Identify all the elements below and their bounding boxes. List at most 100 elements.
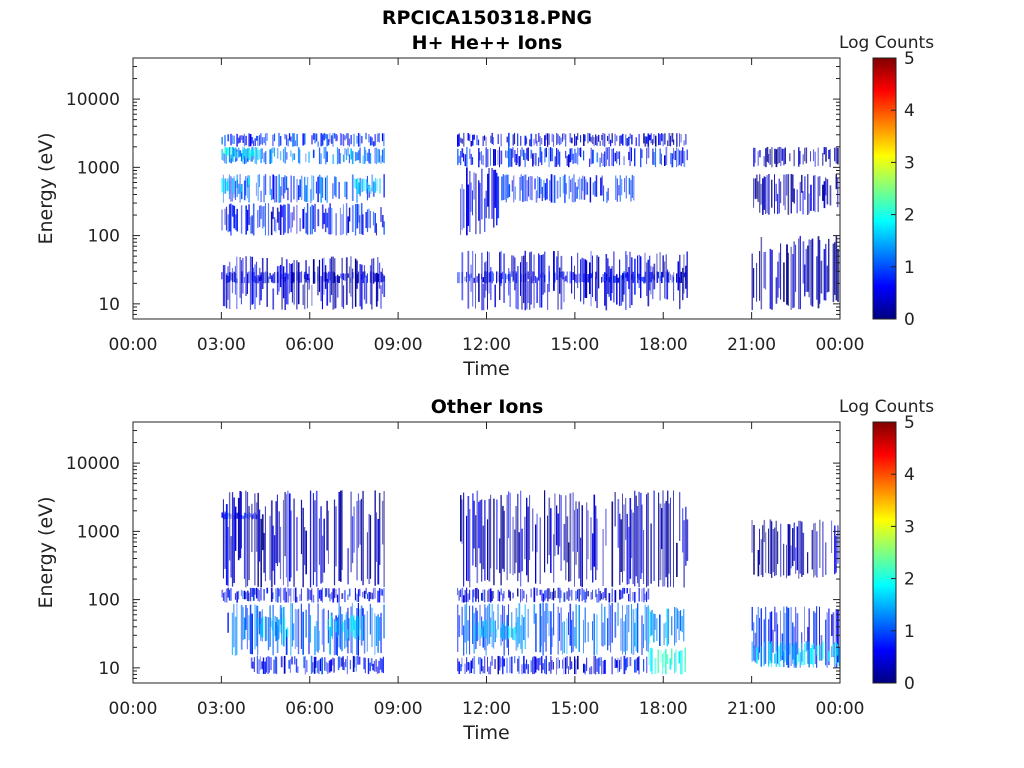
spectrogram-cell (300, 588, 302, 601)
spectrogram-cell (674, 652, 676, 674)
spectrogram-cell (617, 657, 619, 673)
spectrogram-cell (826, 265, 829, 293)
spectrogram-cell (813, 523, 815, 578)
spectrogram-cell (230, 513, 232, 519)
spectrogram-cell (285, 629, 288, 655)
spectrogram-cell (771, 611, 773, 663)
spectrogram-cell (676, 133, 678, 147)
spectrogram-cell (329, 258, 332, 303)
spectrogram-cell (626, 254, 628, 277)
spectrogram-cell (569, 493, 572, 582)
spectrogram-cell (789, 524, 791, 576)
spectrogram-cell (317, 176, 319, 203)
spectrogram-cell (348, 154, 350, 164)
spectrogram-cell (514, 186, 516, 200)
spectrogram-cell (293, 260, 295, 305)
spectrogram-cell (536, 658, 538, 670)
spectrogram-cell (763, 252, 765, 289)
spectrogram-cell (245, 490, 247, 588)
spectrogram-cell (539, 589, 541, 596)
spectrogram-cell (574, 148, 576, 164)
spectrogram-cell (278, 132, 280, 147)
spectrogram-cell (532, 271, 534, 284)
spectrogram-cell (290, 150, 292, 157)
spectrogram-cell (535, 613, 537, 652)
spectrogram-cell (289, 658, 291, 673)
spectrogram-cell (539, 657, 541, 666)
spectrogram-cell (616, 151, 618, 164)
spectrogram-cell (276, 617, 278, 641)
spectrogram-cell (574, 182, 576, 202)
spectrogram-cell (590, 136, 592, 143)
spectrogram-cell (497, 589, 499, 601)
spectrogram-cell (227, 266, 229, 300)
spectrogram-cell (559, 660, 560, 669)
spectrogram-cell (757, 606, 760, 661)
spectrogram-cell (505, 174, 507, 203)
spectrogram-cell (520, 625, 522, 649)
spectrogram-cell (351, 615, 354, 638)
spectrogram-cell (638, 655, 640, 675)
spectrogram-cell (239, 491, 242, 559)
spectrogram-cell (224, 153, 226, 164)
spectrogram-cell (260, 587, 262, 601)
spectrogram-cell (658, 492, 660, 587)
spectrogram-cell (473, 656, 476, 674)
spectrogram-cell (484, 500, 486, 581)
spectrogram-cell (804, 643, 806, 665)
spectrogram-cell (643, 624, 644, 649)
spectrogram-cell (795, 607, 797, 666)
spectrogram-cell (787, 174, 790, 215)
spectrogram-cell (224, 208, 226, 225)
spectrogram-cell (276, 207, 279, 223)
spectrogram-cell (617, 277, 619, 283)
spectrogram-cell (345, 133, 347, 139)
spectrogram-cell (520, 588, 521, 603)
spectrogram-cell (327, 662, 329, 674)
spectrogram-cell (297, 666, 299, 674)
spectrogram-cell (783, 606, 785, 663)
spectrogram-cell (323, 133, 326, 141)
spectrogram-cell (309, 490, 312, 588)
spectrogram-cell (637, 273, 639, 284)
spectrogram-cell (277, 619, 279, 640)
spectrogram-cell (530, 149, 533, 159)
spectrogram-cell (819, 176, 821, 197)
spectrogram-cell (221, 589, 224, 598)
spectrogram-cell (472, 589, 474, 603)
spectrogram-cell (553, 588, 555, 601)
spectrogram-cell (685, 506, 687, 566)
spectrogram-cell (828, 150, 830, 160)
spectrogram-cell (604, 133, 606, 147)
spectrogram-cell (634, 659, 636, 673)
spectrogram-cell (784, 613, 786, 651)
spectrogram-cell (300, 271, 303, 283)
x-tick-label: 00:00 (816, 699, 865, 719)
spectrogram-cell (683, 151, 686, 167)
spectrogram-cell (626, 657, 629, 668)
spectrogram-cell (518, 603, 521, 644)
spectrogram-cell (651, 609, 653, 636)
spectrogram-cell (560, 137, 562, 145)
spectrogram-cell (366, 593, 368, 599)
y-tick-label: 10000 (66, 454, 120, 474)
spectrogram-cell (595, 589, 597, 598)
spectrogram-cell (240, 205, 243, 234)
spectrogram-cell (463, 625, 465, 656)
spectrogram-cell (290, 175, 292, 203)
spectrogram-cell (469, 274, 471, 282)
spectrogram-cell (270, 148, 273, 163)
spectrogram-cell (622, 605, 623, 655)
spectrogram-cell (680, 271, 683, 283)
spectrogram-cell (303, 656, 305, 669)
spectrogram-cell (303, 274, 306, 310)
spectrogram-cell (242, 607, 244, 641)
spectrogram-cell (535, 153, 537, 166)
spectrogram-cell (332, 133, 334, 147)
spectrogram-cell (221, 136, 223, 145)
spectrogram-cell (383, 491, 385, 587)
spectrogram-cell (490, 267, 492, 301)
spectrogram-cell (562, 175, 565, 194)
spectrogram-cell (482, 666, 484, 674)
spectrogram-cell (557, 513, 559, 555)
